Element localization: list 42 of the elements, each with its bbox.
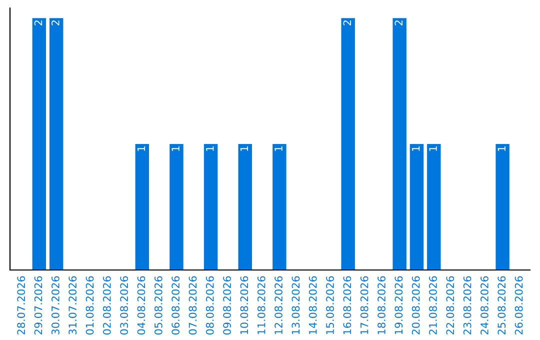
x-tick-label: 29.07.2026	[34, 276, 42, 334]
x-tick-label: 28.07.2026	[17, 276, 26, 334]
x-tick-label: 11.08.2026	[257, 276, 266, 334]
x-tick-label: 02.08.2026	[102, 276, 111, 335]
x-tick-label: 21.08.2026	[429, 276, 437, 334]
x-tick-label: 05.08.2026	[154, 276, 162, 335]
x-tick-label: 09.08.2026	[223, 276, 231, 335]
x-tick-label: 16.08.2026	[343, 276, 352, 334]
x-tick-label: 18.08.2026	[378, 276, 386, 334]
x-tick-label: 01.08.2026	[86, 276, 94, 335]
x-tick-label: 23.08.2026	[463, 276, 472, 334]
x-tick-label: 13.08.2026	[292, 276, 300, 334]
data-label: 1	[498, 146, 506, 151]
x-tick-label: 03.08.2026	[120, 276, 128, 335]
x-tick-label: 04.08.2026	[137, 276, 146, 335]
data-label: 1	[412, 146, 420, 151]
data-label: 2	[394, 20, 402, 26]
x-tick-label: 07.08.2026	[188, 276, 197, 335]
x-tick-label: 10.08.2026	[240, 276, 248, 334]
data-label: 1	[274, 146, 282, 151]
x-tick-label: 22.08.2026	[446, 276, 454, 334]
data-label: 2	[51, 20, 60, 26]
data-label: 2	[34, 20, 42, 26]
x-tick-label: 12.08.2026	[274, 276, 282, 334]
x-tick-label: 25.08.2026	[498, 276, 506, 334]
x-tick-label: 08.08.2026	[206, 276, 214, 335]
data-label: 1	[206, 146, 214, 151]
x-tick-label: 17.08.2026	[360, 276, 368, 334]
x-tick-label: 15.08.2026	[326, 276, 334, 334]
x-tick-label: 26.08.2026	[514, 276, 523, 334]
x-tick-label: 06.08.2026	[172, 276, 180, 335]
x-tick-label: 30.07.2026	[51, 276, 60, 334]
x-tick-label: 14.08.2026	[308, 276, 317, 334]
data-label: 1	[429, 146, 437, 151]
data-label: 2	[343, 20, 351, 26]
data-label: 1	[240, 146, 248, 151]
x-tick-label: 20.08.2026	[412, 276, 420, 334]
x-tick-label: 31.07.2026	[68, 276, 77, 334]
data-label: 1	[172, 146, 180, 151]
data-label: 1	[137, 146, 146, 151]
x-tick-label: 19.08.2026	[394, 276, 403, 334]
x-tick-label: 24.08.2026	[480, 276, 488, 334]
